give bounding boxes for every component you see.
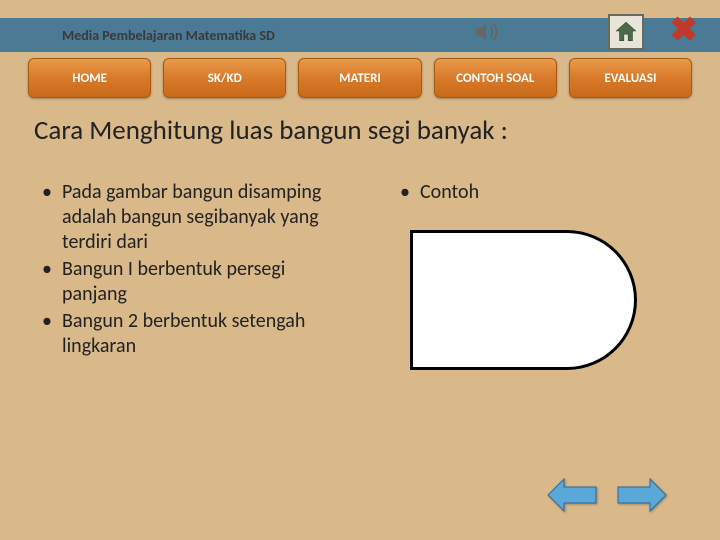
rectangle-shape xyxy=(410,230,560,370)
left-bullet-list: • Pada gambar bangun disamping adalah ba… xyxy=(42,180,352,361)
content-title: Cara Menghitung luas bangun segi banyak … xyxy=(34,114,508,147)
home-icon[interactable] xyxy=(608,14,644,50)
bullet-icon: • xyxy=(42,180,62,255)
right-column: • Contoh xyxy=(400,180,700,204)
next-arrow-button[interactable] xyxy=(614,475,670,520)
nav-contoh-button[interactable]: CONTOH SOAL xyxy=(434,58,557,98)
nav-row: HOME SK/KD MATERI CONTOH SOAL EVALUASI xyxy=(0,58,720,98)
bullet-icon: • xyxy=(42,257,62,307)
nav-materi-button[interactable]: MATERI xyxy=(298,58,421,98)
right-label: Contoh xyxy=(420,180,479,204)
bullet-icon: • xyxy=(400,180,420,204)
nav-evaluasi-button[interactable]: EVALUASI xyxy=(569,58,692,98)
list-item: • Bangun I berbentuk persegi panjang xyxy=(42,257,352,307)
sound-icon[interactable] xyxy=(472,18,500,51)
bullet-icon: • xyxy=(42,309,62,359)
nav-home-button[interactable]: HOME xyxy=(28,58,151,98)
shape-diagram xyxy=(410,230,640,370)
bullet-text: Bangun 2 berbentuk setengah lingkaran xyxy=(62,309,352,359)
list-item: • Pada gambar bangun disamping adalah ba… xyxy=(42,180,352,255)
bullet-text: Bangun I berbentuk persegi panjang xyxy=(62,257,352,307)
nav-skkd-button[interactable]: SK/KD xyxy=(163,58,286,98)
list-item: • Bangun 2 berbentuk setengah lingkaran xyxy=(42,309,352,359)
prev-arrow-button[interactable] xyxy=(544,475,600,520)
list-item: • Contoh xyxy=(400,180,700,204)
semicircle-shape xyxy=(557,230,637,370)
header-title: Media Pembelajaran Matematika SD xyxy=(62,27,275,44)
slide-container: Media Pembelajaran Matematika SD ✖ HOME … xyxy=(0,0,720,540)
close-icon[interactable]: ✖ xyxy=(670,14,699,48)
bullet-text: Pada gambar bangun disamping adalah bang… xyxy=(62,180,352,255)
